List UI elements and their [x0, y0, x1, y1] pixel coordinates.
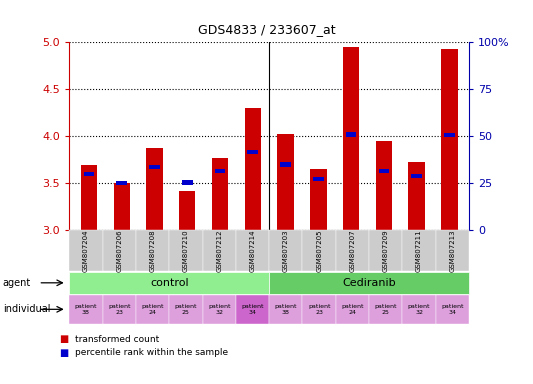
Text: patient
38: patient 38	[274, 304, 297, 315]
Bar	[408, 162, 425, 230]
Text: ■: ■	[59, 334, 68, 344]
Bar	[149, 165, 160, 169]
Text: control: control	[150, 278, 189, 288]
Text: GSM807209: GSM807209	[383, 229, 389, 272]
Text: GSM807204: GSM807204	[83, 229, 89, 272]
Bar	[247, 150, 258, 154]
Text: patient
34: patient 34	[441, 304, 464, 315]
Bar	[378, 169, 389, 173]
Bar	[313, 177, 324, 181]
Bar	[277, 134, 294, 230]
Bar	[114, 184, 130, 230]
Bar	[215, 169, 225, 173]
Text: GSM807208: GSM807208	[150, 229, 156, 272]
Text: individual: individual	[3, 304, 50, 314]
Bar	[245, 108, 261, 230]
Bar	[182, 180, 192, 185]
Text: patient
23: patient 23	[108, 304, 131, 315]
Bar	[376, 141, 392, 230]
Bar	[444, 133, 455, 137]
Bar	[84, 172, 94, 176]
Text: patient
25: patient 25	[375, 304, 397, 315]
Text: transformed count: transformed count	[75, 334, 159, 344]
Text: agent: agent	[3, 278, 31, 288]
Text: patient
34: patient 34	[241, 304, 264, 315]
Text: GSM807213: GSM807213	[449, 229, 455, 272]
Text: patient
23: patient 23	[308, 304, 330, 315]
Bar	[343, 47, 359, 230]
Text: patient
25: patient 25	[175, 304, 197, 315]
Text: GSM807211: GSM807211	[416, 229, 422, 272]
Bar	[212, 158, 228, 230]
Text: GSM807212: GSM807212	[216, 229, 222, 272]
Text: patient
24: patient 24	[141, 304, 164, 315]
Bar	[81, 164, 97, 230]
Text: GSM807214: GSM807214	[249, 229, 255, 272]
Text: ■: ■	[59, 348, 68, 358]
Text: GSM807210: GSM807210	[183, 229, 189, 272]
Bar	[346, 132, 357, 137]
Bar	[411, 174, 422, 178]
Bar	[179, 191, 196, 230]
Bar	[441, 49, 457, 230]
Text: patient
24: patient 24	[341, 304, 364, 315]
Text: GDS4833 / 233607_at: GDS4833 / 233607_at	[198, 23, 335, 36]
Text: patient
32: patient 32	[208, 304, 230, 315]
Text: percentile rank within the sample: percentile rank within the sample	[75, 348, 228, 357]
Text: GSM807207: GSM807207	[350, 229, 356, 272]
Text: patient
38: patient 38	[75, 304, 97, 315]
Text: patient
32: patient 32	[408, 304, 430, 315]
Text: Cediranib: Cediranib	[342, 278, 396, 288]
Text: GSM807203: GSM807203	[283, 229, 289, 272]
Bar	[146, 147, 163, 230]
Text: GSM807205: GSM807205	[316, 229, 322, 272]
Bar	[116, 181, 127, 185]
Bar	[310, 169, 327, 230]
Text: GSM807206: GSM807206	[116, 229, 122, 272]
Bar	[280, 162, 291, 167]
